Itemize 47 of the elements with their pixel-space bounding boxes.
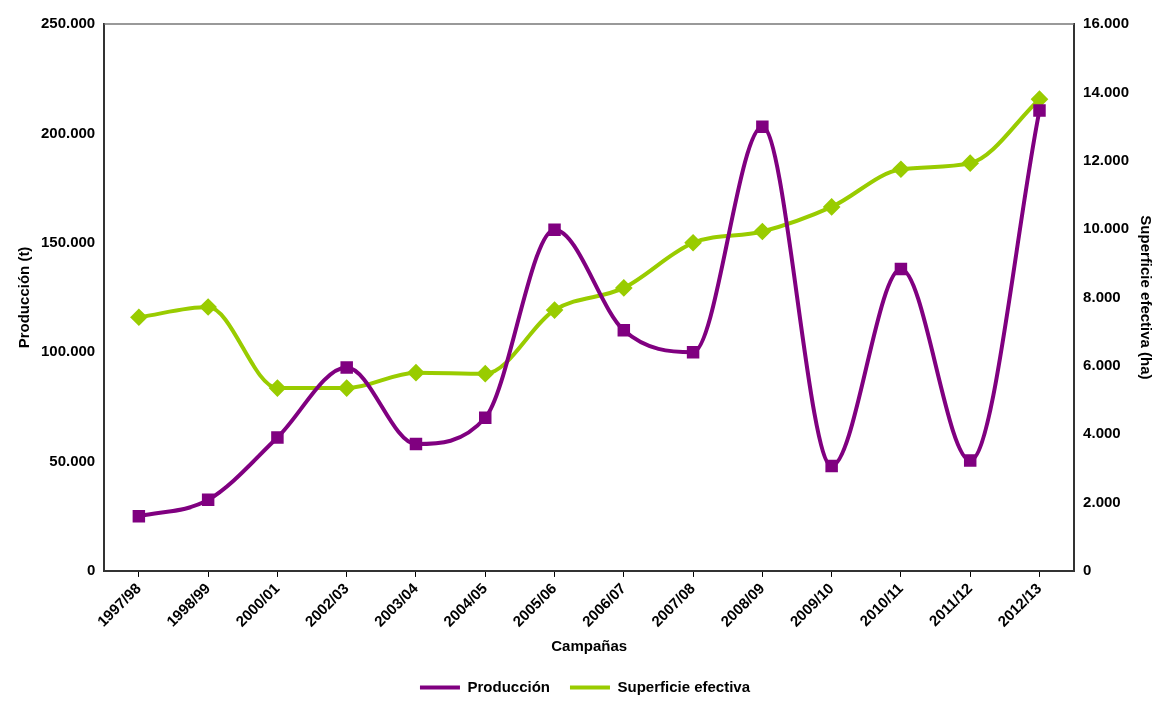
y-axis-title: Producción (t): [15, 246, 33, 349]
y-tick-label: 150.000: [40, 232, 96, 250]
point: [892, 161, 909, 178]
y2-tick-label: 14.000: [1083, 82, 1130, 100]
legend-label: Superficie efectiva: [617, 677, 751, 695]
point: [617, 324, 631, 337]
y2-tick-label: 16.000: [1083, 14, 1130, 32]
point: [894, 262, 908, 276]
point: [548, 223, 561, 236]
x-axis-title: Campañas: [551, 637, 628, 655]
point: [823, 198, 840, 215]
point: [132, 510, 146, 523]
point: [825, 459, 838, 473]
y2-tick-label: 12.000: [1083, 150, 1130, 168]
point: [338, 380, 355, 397]
point: [546, 302, 563, 319]
y2-tick-label: 0: [1083, 561, 1092, 579]
point: [963, 454, 977, 467]
point: [407, 364, 424, 381]
y-tick-label: 50.000: [49, 451, 96, 469]
point: [340, 361, 353, 374]
point: [201, 493, 215, 507]
point: [962, 155, 979, 172]
y-tick-label: 250.000: [40, 14, 96, 32]
y2-tick-label: 6.000: [1083, 355, 1121, 373]
y2-tick-label: 2.000: [1083, 492, 1121, 510]
point: [1033, 104, 1046, 117]
point: [200, 299, 217, 316]
point: [756, 120, 769, 134]
y2-tick-label: 10.000: [1083, 219, 1130, 237]
point: [269, 380, 286, 397]
point: [686, 345, 700, 359]
point: [409, 437, 423, 451]
y-tick-label: 0: [86, 561, 96, 579]
y-tick-label: 100.000: [40, 342, 96, 360]
y-tick-label: 200.000: [40, 123, 96, 141]
point: [615, 279, 632, 296]
y2-tick-label: 4.000: [1083, 424, 1121, 442]
point: [754, 223, 771, 240]
point: [685, 234, 702, 251]
point: [271, 431, 284, 444]
legend-label: Producción: [467, 677, 550, 695]
y2-tick-label: 8.000: [1083, 287, 1121, 305]
y2-axis-title: Superficie efectiva (ha): [1137, 215, 1155, 380]
point: [130, 309, 147, 326]
point: [477, 365, 494, 382]
point: [479, 411, 492, 425]
